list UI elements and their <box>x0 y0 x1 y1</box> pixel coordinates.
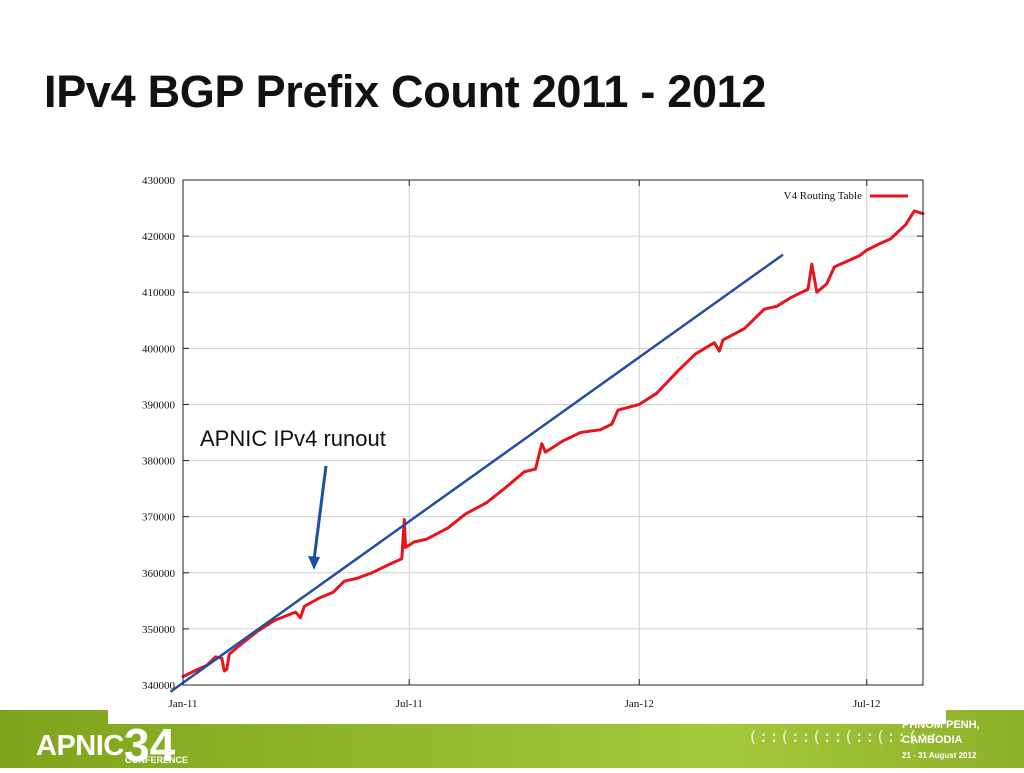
y-tick-label: 430000 <box>142 175 176 187</box>
y-tick-label: 410000 <box>142 287 176 299</box>
venue-info: PHNOM PENH, CAMBODIA 21 - 31 August 2012 <box>902 718 1022 763</box>
x-tick-label: Jul-12 <box>853 698 881 710</box>
trend-line <box>169 253 784 693</box>
venue-country: CAMBODIA <box>902 734 963 746</box>
series-line-v4-routing-table <box>181 209 925 679</box>
footer-bar: APNIC 34 CONFERENCE (::(::(::(::(::(:: P… <box>0 710 1024 768</box>
x-tick-labels: Jan-11 Jul-11 Jan-12 Jul-12 <box>169 698 881 710</box>
x-tick-label: Jul-11 <box>396 698 423 710</box>
apnic-logo-text: APNIC <box>36 730 124 762</box>
annotation-label: APNIC IPv4 runout <box>200 426 386 451</box>
venue-dates: 21 - 31 August 2012 <box>902 751 977 760</box>
annotation-arrow <box>308 465 328 570</box>
venue-city: PHNOM PENH, <box>902 719 980 731</box>
y-tick-label: 360000 <box>142 568 176 580</box>
y-tick-label: 400000 <box>142 343 176 355</box>
y-tick-label: 420000 <box>142 231 176 243</box>
chart-background <box>108 160 946 720</box>
y-tick-label: 340000 <box>142 680 176 692</box>
legend-label: V4 Routing Table <box>784 190 863 202</box>
y-tick-label: 380000 <box>142 456 176 468</box>
y-tick-label: 350000 <box>142 624 176 636</box>
conference-label: CONFERENCE <box>125 755 189 765</box>
x-tick-label: Jan-12 <box>625 698 654 710</box>
decorative-pattern: (::(::(::(::(::(:: <box>748 727 940 746</box>
legend: V4 Routing Table <box>784 190 908 202</box>
conference-number: 34 <box>124 719 176 768</box>
series-group <box>169 209 925 693</box>
y-tick-label: 390000 <box>142 399 176 411</box>
x-tick-label: Jan-11 <box>169 698 198 710</box>
y-tick-label: 370000 <box>142 512 176 524</box>
plot-frame <box>182 179 924 686</box>
slide-title: IPv4 BGP Prefix Count 2011 - 2012 <box>44 66 767 117</box>
y-tick-labels: 340000 350000 360000 370000 380000 390000 4000… <box>142 175 176 692</box>
footer-mask <box>108 710 946 724</box>
